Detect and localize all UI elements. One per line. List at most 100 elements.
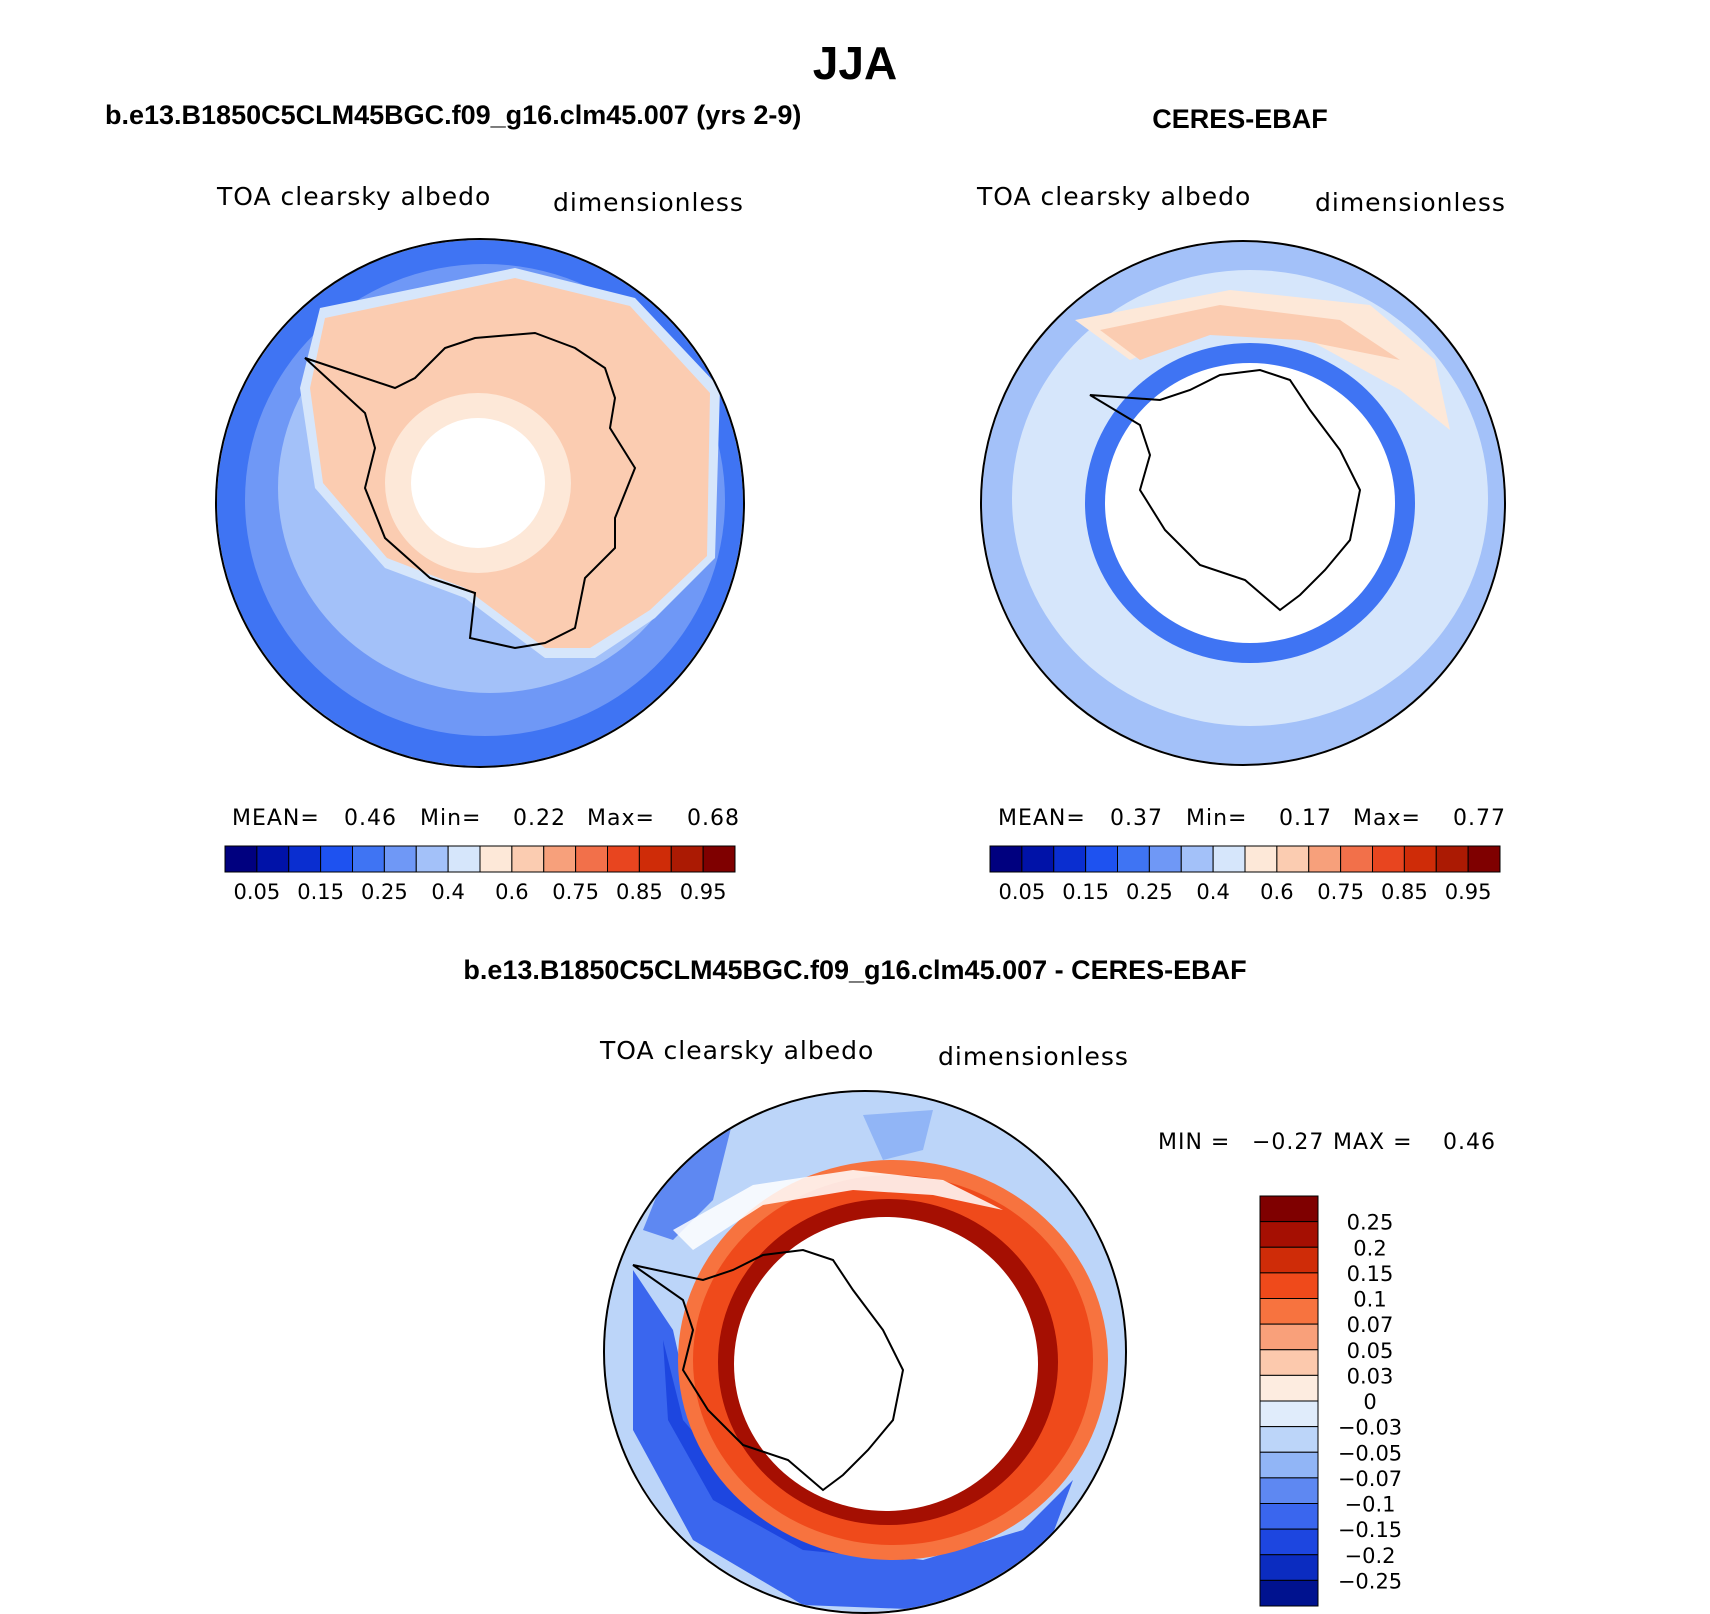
diff-colorbar-box (1259, 1451, 1319, 1479)
diff-colorbar-box (1259, 1477, 1319, 1504)
panel-1-colorbar-box (320, 845, 353, 873)
diff-colorbar-box (1259, 1374, 1319, 1402)
panel-1-colorbar-box (415, 845, 449, 873)
diff-colorbar-tick-label: −0.07 (1338, 1467, 1402, 1491)
panel-1-colorbar-box (224, 845, 258, 873)
diff-min-value: −0.27 (1252, 1130, 1325, 1155)
diff-colorbar-box (1259, 1272, 1319, 1299)
diff-colorbar-tick-label: −0.03 (1338, 1416, 1402, 1440)
panel-1-min-label: Min= (420, 806, 482, 831)
panel-1-colorbar-tick-label: 0.05 (233, 880, 280, 904)
panel-1-max-value: 0.68 (687, 806, 740, 831)
panel-1-max-label: Max= (587, 806, 655, 831)
panel-2-colorbar-box (1212, 845, 1246, 873)
panel-1-colorbar-tick-label: 0.4 (431, 880, 464, 904)
panel-2-mean-value: 0.37 (1110, 806, 1163, 831)
diff-stats: MIN = −0.27 MAX = 0.46 (1158, 1130, 1518, 1160)
panel-2-colorbar-box (1085, 845, 1118, 873)
diff-colorbar-box (1259, 1195, 1319, 1223)
panel-2-variable: TOA clearsky albedo (977, 182, 1252, 211)
diff-colorbar-tick-label: −0.05 (1338, 1441, 1402, 1465)
panel-2-min-label: Min= (1186, 806, 1248, 831)
diff-colorbar-box (1259, 1298, 1319, 1325)
panel-2-colorbar-box (1435, 845, 1469, 873)
panel-1-colorbar: 0.05 0.15 0.25 0.4 0.6 0.75 0.85 0.95 (224, 845, 736, 904)
diff-max-label: MAX = (1333, 1130, 1413, 1155)
panel-1-colorbar-box (352, 845, 385, 873)
panel-1-colorbar-tick-label: 0.95 (680, 880, 727, 904)
panel-2-colorbar-tick-label: 0.4 (1196, 880, 1229, 904)
panel-2-units: dimensionless (1315, 188, 1506, 217)
panel-2-colorbar-box (1276, 845, 1310, 873)
panel-2-colorbar-tick-label: 0.25 (1126, 880, 1173, 904)
diff-colorbar-box (1259, 1426, 1319, 1453)
diff-colorbar-box (1259, 1528, 1319, 1556)
panel-1-variable: TOA clearsky albedo (217, 182, 492, 211)
panel-2-min-value: 0.17 (1279, 806, 1332, 831)
panel-1-colorbar-tick-label: 0.25 (361, 880, 408, 904)
diff-colorbar-tick-label: 0.03 (1347, 1364, 1394, 1388)
diff-colorbar-box (1259, 1323, 1319, 1351)
panel-2-colorbar: 0.05 0.15 0.25 0.4 0.6 0.75 0.85 0.95 (989, 845, 1501, 904)
panel-2-colorbar-box (989, 845, 1023, 873)
diff-colorbar-box (1259, 1554, 1319, 1581)
diff-colorbar-tick-label: −0.1 (1345, 1493, 1396, 1517)
page-title: JJA (812, 37, 898, 89)
panel-1-min-value: 0.22 (513, 806, 566, 831)
panel-1-colorbar-box (638, 845, 672, 873)
panel-1-colorbar-tick-label: 0.75 (552, 880, 599, 904)
diff-colorbar-tick-label: 0.05 (1347, 1339, 1394, 1363)
diff-colorbar-tick-label: 0.15 (1347, 1262, 1394, 1286)
panel-1-map (215, 238, 745, 768)
panel-2-colorbar-box (1308, 845, 1342, 873)
panel-1-colorbar-tick-label: 0.85 (616, 880, 663, 904)
panel-1-colorbar-box (479, 845, 513, 873)
diff-colorbar-tick-label: 0.1 (1353, 1288, 1386, 1312)
panel-2-colorbar-tick-label: 0.95 (1445, 880, 1492, 904)
panel-1-colorbar-tick-label: 0.15 (297, 880, 344, 904)
panel-1-colorbar-box (670, 845, 704, 873)
panel-2-stats: MEAN= 0.37 Min= 0.17 Max= 0.77 (998, 806, 1505, 836)
panel-1-mean-value: 0.46 (344, 806, 397, 831)
panel-2-colorbar-box (1403, 845, 1437, 873)
panel-2-colorbar-box (1244, 845, 1278, 873)
panel-2-map (980, 240, 1506, 766)
panel-1-header: b.e13.B1850C5CLM45BGC.f09_g16.clm45.007 … (105, 100, 802, 130)
panel-2-mean-label: MEAN= (998, 806, 1086, 831)
diff-max-value: 0.46 (1443, 1130, 1496, 1155)
diff-colorbar: 0.250.20.150.10.070.050.030−0.03−0.05−0.… (1259, 1195, 1402, 1607)
panel-2-colorbar-box (1053, 845, 1087, 873)
diff-panel-header: b.e13.B1850C5CLM45BGC.f09_g16.clm45.007 … (463, 955, 1247, 985)
panel-1-colorbar-box (288, 845, 322, 873)
panel-2-colorbar-tick-label: 0.6 (1260, 880, 1293, 904)
panel-1-units: dimensionless (553, 188, 744, 217)
panel-1-colorbar-box (383, 845, 417, 873)
diff-colorbar-tick-label: 0 (1363, 1390, 1376, 1414)
panel-2-colorbar-box (1467, 845, 1501, 873)
panel-2-colorbar-tick-label: 0.85 (1381, 880, 1428, 904)
panel-1-colorbar-box (543, 845, 577, 873)
diff-colorbar-tick-label: 0.2 (1353, 1236, 1386, 1260)
diff-map (603, 1090, 1127, 1614)
diff-colorbar-box (1259, 1579, 1319, 1607)
diff-colorbar-tick-label: 0.25 (1347, 1211, 1394, 1235)
diff-colorbar-box (1259, 1246, 1319, 1274)
panel-2-colorbar-box (1180, 845, 1214, 873)
diff-colorbar-tick-label: −0.2 (1345, 1544, 1396, 1568)
panel-1-mean-label: MEAN= (232, 806, 320, 831)
diff-colorbar-box (1259, 1349, 1319, 1376)
panel-2-header: CERES-EBAF (1152, 104, 1328, 134)
panel-2-colorbar-tick-label: 0.75 (1317, 880, 1364, 904)
diff-colorbar-box (1259, 1400, 1319, 1428)
diff-colorbar-tick-label: −0.15 (1338, 1518, 1402, 1542)
panel-1-stats: MEAN= 0.46 Min= 0.22 Max= 0.68 (232, 806, 739, 836)
panel-2-colorbar-tick-label: 0.05 (998, 880, 1045, 904)
diff-colorbar-tick-label: −0.25 (1338, 1569, 1402, 1593)
diff-colorbar-box (1259, 1221, 1319, 1248)
panel-2-colorbar-box (1148, 845, 1182, 873)
panel-1-colorbar-box (256, 845, 290, 873)
diff-colorbar-box (1259, 1503, 1319, 1530)
panel-2-colorbar-box (1021, 845, 1055, 873)
panel-2-max-value: 0.77 (1453, 806, 1506, 831)
panel-1-colorbar-box (575, 845, 608, 873)
